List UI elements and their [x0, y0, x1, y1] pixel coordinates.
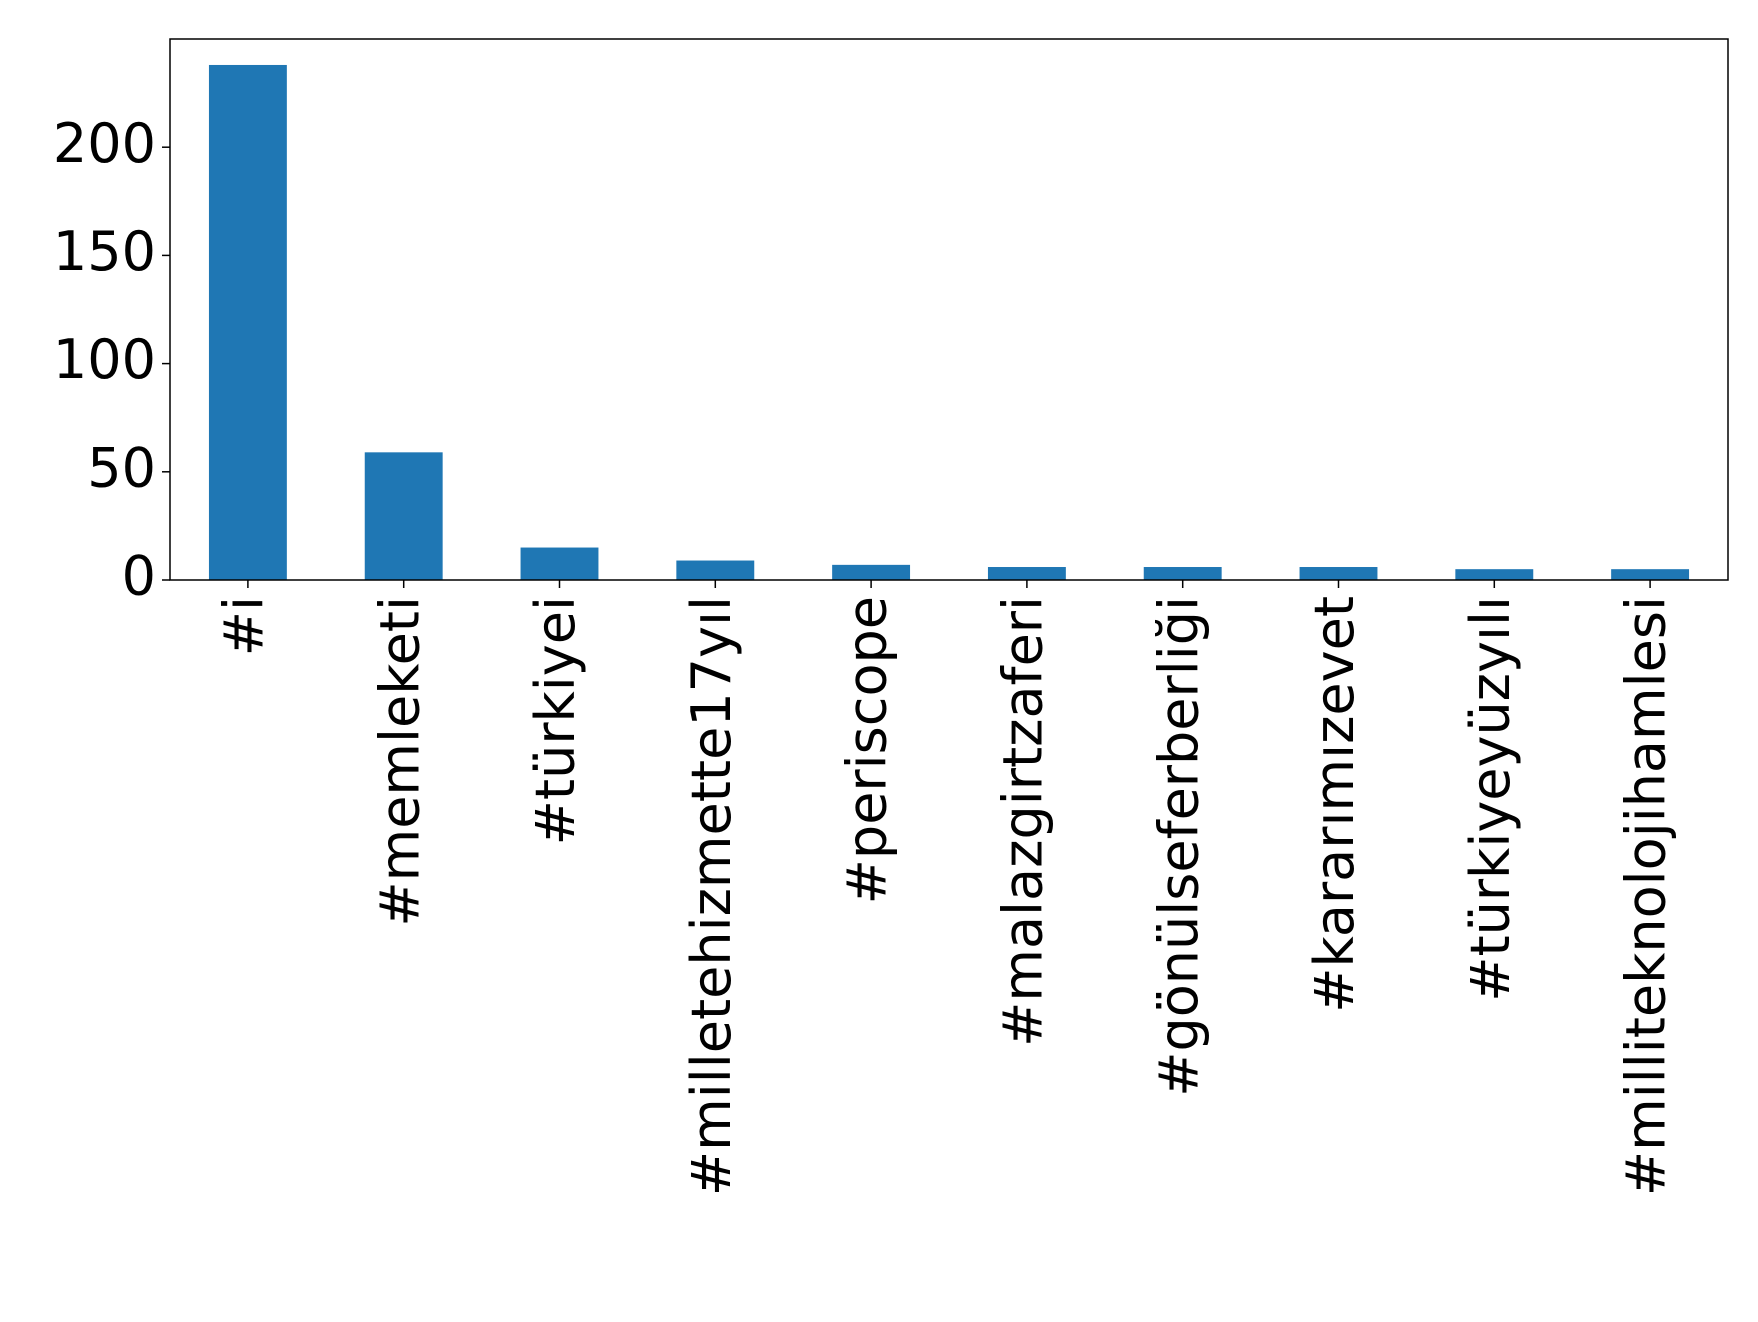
x-tick-label: #milliteknolojihamlesi — [1615, 596, 1678, 1196]
bar — [208, 64, 287, 580]
x-tick-label: #türkiyeyüzyılı — [1459, 596, 1522, 1002]
y-tick-label: 50 — [87, 436, 156, 499]
x-tick-label: #kararımızevet — [1303, 596, 1366, 1013]
bar — [832, 564, 911, 580]
axes-frame — [169, 38, 1729, 581]
y-tick-label: 0 — [122, 545, 156, 608]
x-tick-label: #memleketi — [368, 596, 431, 927]
bar — [987, 567, 1066, 580]
bar — [1611, 569, 1690, 580]
x-tick-label: #periscope — [836, 596, 899, 904]
x-tick-label: #i — [213, 596, 276, 656]
bar — [1455, 569, 1534, 580]
bar — [364, 452, 443, 580]
y-tick-label: 200 — [53, 112, 156, 175]
y-tick-label: 100 — [53, 328, 156, 391]
bar — [520, 547, 599, 580]
x-tick-label: #gönülseferberliği — [1147, 596, 1210, 1097]
bar — [1143, 567, 1222, 580]
x-tick-label: #milletehizmette17yıl — [680, 596, 743, 1196]
bar — [676, 560, 755, 580]
x-tick-label: #türkiyei — [524, 596, 587, 845]
y-tick-label: 150 — [53, 220, 156, 283]
bar — [1299, 567, 1378, 580]
x-tick-label: #malazgirtzaferi — [992, 596, 1055, 1047]
